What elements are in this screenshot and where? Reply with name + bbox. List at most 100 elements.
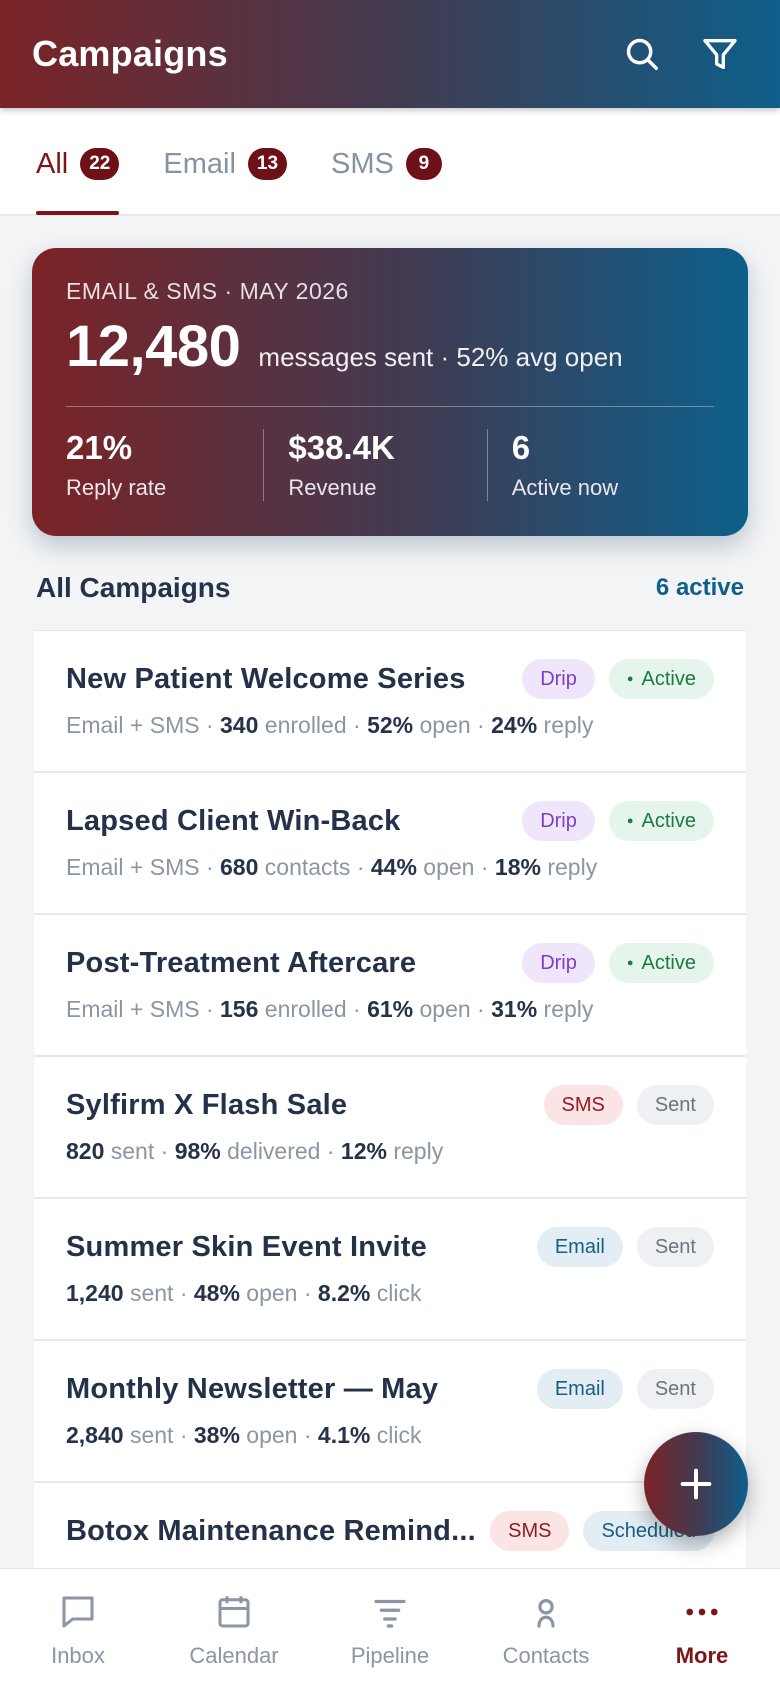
stat-text: reply	[537, 712, 594, 738]
stat-label: Active now	[511, 475, 619, 500]
stat-label: Revenue	[288, 475, 377, 500]
nav-more[interactable]: More	[624, 1569, 780, 1688]
stat-text: sent ·	[123, 1280, 194, 1306]
bottom-nav: Inbox Calendar Pipeline Contacts More	[0, 1568, 780, 1688]
tab-count-badge: 22	[80, 148, 120, 180]
stat-number: 24%	[491, 712, 538, 738]
campaign-badges: Email Sent	[523, 1369, 714, 1409]
campaign-name: New Patient Welcome Series	[66, 663, 466, 695]
stat-number: 820	[66, 1138, 105, 1164]
tab-sms[interactable]: SMS 9	[331, 107, 442, 215]
campaign-stats: Email + SMS · 340 enrolled · 52% open · …	[66, 712, 714, 739]
email-badge: Email	[536, 1369, 623, 1409]
filter-button[interactable]	[692, 26, 748, 82]
campaign-stats: 820 sent · 98% delivered · 12% reply	[66, 1138, 714, 1165]
tab-all[interactable]: All 22	[36, 107, 120, 215]
stat-text: open ·	[239, 1280, 318, 1306]
email-badge: Email	[536, 1227, 623, 1267]
tab-label: Email	[163, 147, 236, 180]
stat-text: enrolled ·	[258, 712, 368, 738]
campaign-name: Lapsed Client Win-Back	[66, 805, 401, 837]
stat-text: contacts ·	[258, 854, 371, 880]
nav-label: Contacts	[502, 1643, 590, 1668]
stat-number: 31%	[491, 996, 538, 1022]
campaign-row[interactable]: Sylfirm X Flash Sale SMS Sent 820 sent · 98…	[34, 1057, 746, 1199]
campaign-stats: 2,840 sent · 38% open · 4.1% click	[66, 1422, 714, 1449]
summary-eyebrow: EMAIL & SMS · MAY 2026	[66, 278, 349, 304]
campaign-row[interactable]: Post-Treatment Aftercare Drip Active Email …	[34, 915, 746, 1057]
stat-value: 6	[511, 429, 531, 466]
stat-text: delivered ·	[220, 1138, 341, 1164]
campaign-stats: Email + SMS · 156 enrolled · 61% open · …	[66, 996, 714, 1023]
filter-icon	[703, 39, 737, 70]
new-campaign-button[interactable]	[644, 1432, 748, 1536]
app-header: Campaigns	[0, 0, 780, 108]
stat-text: sent ·	[104, 1138, 175, 1164]
drip-badge: Drip	[522, 659, 595, 699]
sent-badge: Sent	[636, 1227, 714, 1267]
campaign-row[interactable]: Summer Skin Event Invite Email Sent 1,240 s…	[34, 1199, 746, 1341]
stat-text: reply	[386, 1138, 444, 1164]
stat-text: reply	[540, 854, 598, 880]
stat-revenue: $38.4K Revenue	[263, 429, 486, 501]
summary-divider	[66, 406, 714, 407]
section-title: All Campaigns	[36, 572, 231, 603]
nav-label: Pipeline	[350, 1643, 430, 1668]
campaign-row[interactable]: Lapsed Client Win-Back Drip Active Email + …	[34, 773, 746, 915]
stat-text: click	[370, 1422, 422, 1448]
nav-inbox[interactable]: Inbox	[0, 1569, 156, 1688]
stat-text: open ·	[239, 1422, 318, 1448]
nav-pipeline[interactable]: Pipeline	[312, 1569, 468, 1688]
more-icon	[686, 1608, 718, 1616]
campaign-name: Botox Maintenance Remind...	[66, 1515, 476, 1547]
stat-label: Reply rate	[66, 475, 167, 500]
stat-text: reply	[537, 996, 594, 1022]
campaign-name: Summer Skin Event Invite	[66, 1231, 427, 1263]
sent-badge: Sent	[636, 1085, 714, 1125]
stat-number: 98%	[174, 1138, 221, 1164]
inbox-icon	[62, 1596, 94, 1628]
tab-label: SMS	[331, 147, 394, 180]
summary-card: EMAIL & SMS · MAY 2026 12,480 messages s…	[32, 248, 748, 536]
stat-number: 680	[220, 854, 259, 880]
tab-email[interactable]: Email 13	[163, 107, 288, 215]
stat-active-now: 6 Active now	[486, 429, 714, 501]
search-icon	[626, 38, 658, 70]
active-badge: Active	[608, 801, 714, 841]
stat-text: enrolled ·	[258, 996, 368, 1022]
stat-number: 340	[220, 712, 259, 738]
contacts-icon	[537, 1599, 555, 1628]
tab-label: All	[36, 147, 69, 180]
nav-calendar[interactable]: Calendar	[156, 1569, 312, 1688]
campaign-tabs: All 22 Email 13 SMS 9	[0, 108, 780, 216]
nav-label: More	[675, 1643, 729, 1668]
stat-number: 48%	[193, 1280, 240, 1306]
page-title: Campaigns	[32, 33, 228, 74]
nav-contacts[interactable]: Contacts	[468, 1569, 624, 1688]
active-filter-link[interactable]: 6 active	[655, 574, 744, 601]
drip-badge: Drip	[522, 943, 595, 983]
campaign-stats: Email + SMS · 680 contacts · 44% open · …	[66, 854, 714, 881]
active-badge: Active	[608, 943, 714, 983]
calendar-icon	[218, 1596, 250, 1628]
stat-text: sent ·	[123, 1422, 194, 1448]
campaign-stats: 1,240 sent · 48% open · 8.2% click	[66, 1280, 714, 1307]
campaign-list: New Patient Welcome Series Drip Active Emai…	[34, 630, 746, 1625]
stat-text: open ·	[413, 712, 492, 738]
stat-number: 52%	[367, 712, 414, 738]
campaign-name: Monthly Newsletter — May	[66, 1373, 439, 1405]
search-button[interactable]	[614, 26, 670, 82]
active-badge: Active	[608, 659, 714, 699]
campaign-row[interactable]: Monthly Newsletter — May Email Sent 2,840 s…	[34, 1341, 746, 1483]
campaign-row[interactable]: New Patient Welcome Series Drip Active Emai…	[34, 631, 746, 773]
tab-count-badge: 9	[405, 148, 442, 180]
nav-label: Calendar	[189, 1643, 279, 1668]
stat-text: open ·	[416, 854, 495, 880]
sms-badge: SMS	[490, 1511, 570, 1551]
campaign-badges: Drip Active	[508, 659, 714, 699]
drip-badge: Drip	[522, 801, 595, 841]
sent-badge: Sent	[636, 1369, 714, 1409]
stat-number: 61%	[367, 996, 414, 1022]
messages-sent-caption: messages sent · 52% avg open	[258, 342, 623, 372]
stat-number: 18%	[494, 854, 541, 880]
